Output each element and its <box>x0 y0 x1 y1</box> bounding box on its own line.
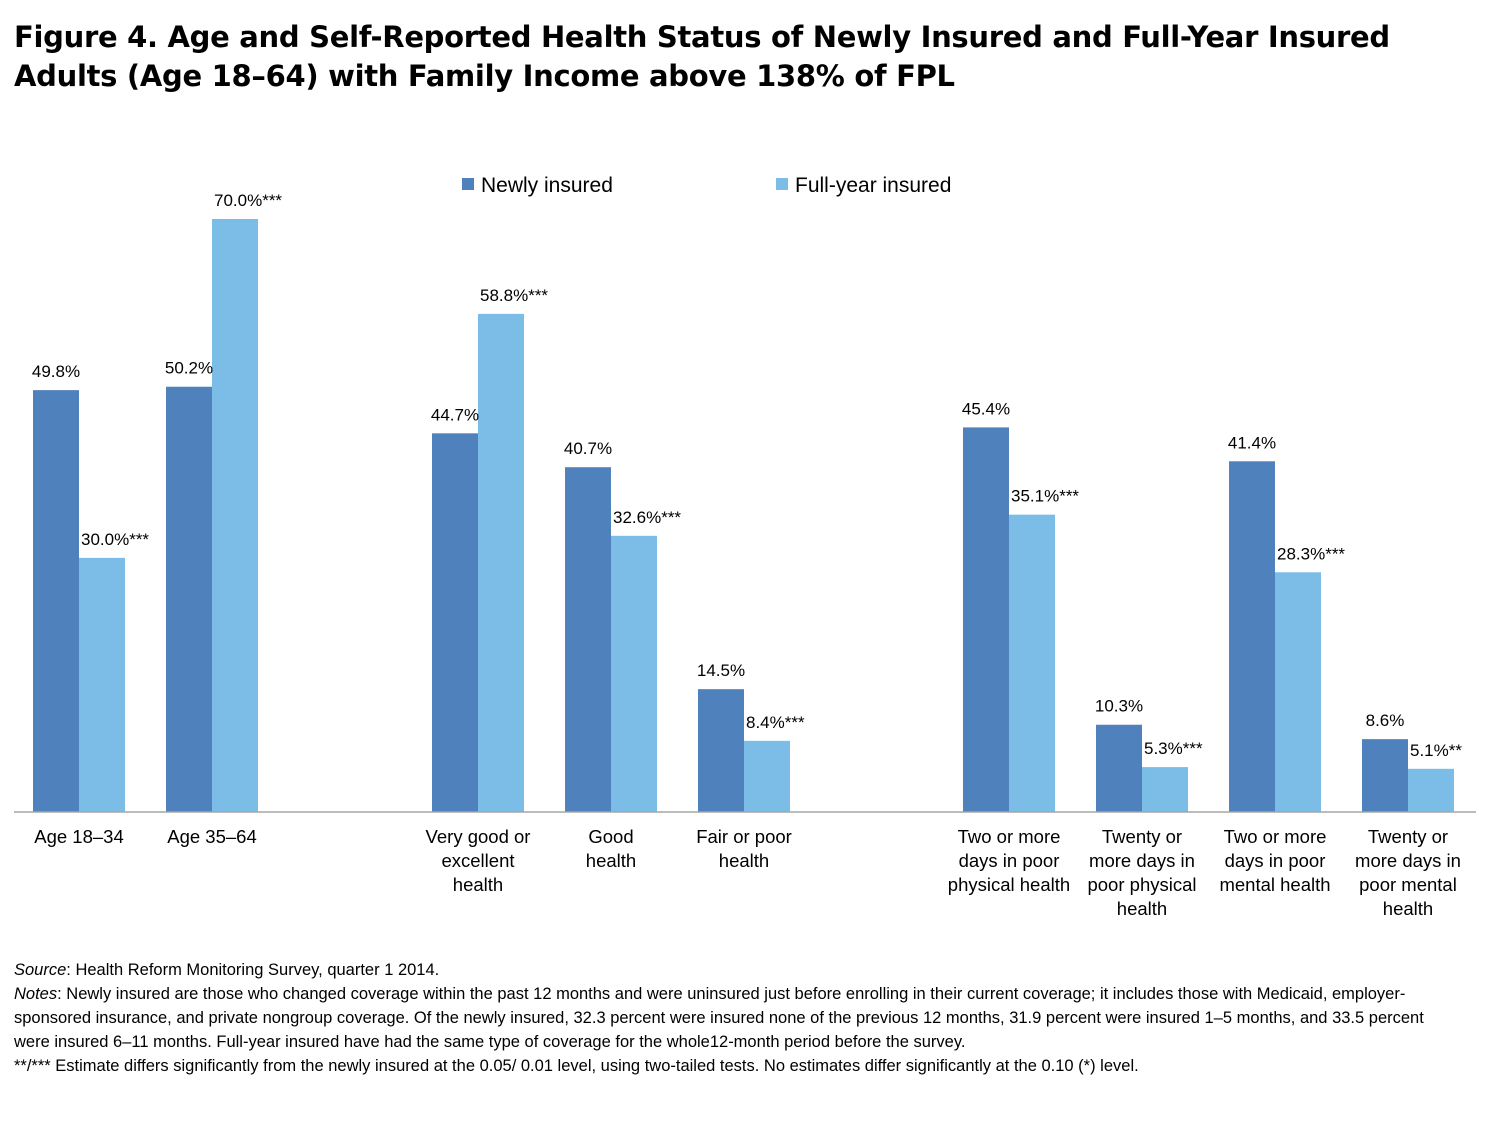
value-label-full-year-insured-5: 35.1%*** <box>1011 487 1079 506</box>
category-label-3-line-1: health <box>586 850 636 871</box>
notes-label: Notes <box>14 985 58 1003</box>
chart-title: Figure 4. Age and Self-Reported Health S… <box>14 20 1390 93</box>
category-label-2-line-2: health <box>453 874 503 895</box>
category-label-8-line-2: poor mental <box>1359 874 1457 895</box>
source-note: Source: Health Reform Monitoring Survey,… <box>14 958 1464 982</box>
bar-chart: Newly insured Full-year insured 49.8% 30.… <box>14 174 1476 919</box>
bar-full-year-insured-3 <box>611 535 657 812</box>
bar-full-year-insured-6 <box>1142 767 1188 812</box>
legend: Newly insured Full-year insured <box>462 174 951 197</box>
category-label-4-line-0: Fair or poor <box>696 826 792 847</box>
bar-newly-insured-0 <box>33 390 79 812</box>
bar-newly-insured-4 <box>698 689 744 812</box>
source-label: Source <box>14 961 67 979</box>
significance-note: **/*** Estimate differs significantly fr… <box>14 1057 1139 1075</box>
category-label-1-line-0: Age 35–64 <box>167 826 257 847</box>
bar-full-year-insured-8 <box>1408 768 1454 812</box>
legend-swatch-full-year-insured <box>776 178 788 190</box>
category-label-6-line-0: Twenty or <box>1102 826 1182 847</box>
category-label-2-line-0: Very good or <box>426 826 531 847</box>
notes-text: : Newly insured are those who changed co… <box>14 985 1424 1051</box>
bar-full-year-insured-4 <box>744 740 790 812</box>
bar-newly-insured-1 <box>166 386 212 812</box>
bars <box>33 219 1454 812</box>
bar-newly-insured-8 <box>1362 739 1408 812</box>
value-label-full-year-insured-6: 5.3%*** <box>1144 739 1203 758</box>
bar-newly-insured-2 <box>432 433 478 812</box>
bar-newly-insured-6 <box>1096 724 1142 812</box>
bar-full-year-insured-0 <box>79 557 125 812</box>
value-label-newly-insured-8: 8.6% <box>1366 711 1405 730</box>
category-labels: Age 18–34 Age 35–64 Very good or excellent h… <box>34 826 1461 919</box>
bar-full-year-insured-5 <box>1009 514 1055 812</box>
bar-full-year-insured-7 <box>1275 572 1321 812</box>
source-text: : Health Reform Monitoring Survey, quart… <box>66 961 440 979</box>
category-label-8-line-1: more days in <box>1355 850 1461 871</box>
category-label-3-line-0: Good <box>588 826 633 847</box>
category-label-0-line-0: Age 18–34 <box>34 826 124 847</box>
value-label-full-year-insured-8: 5.1%** <box>1410 741 1462 760</box>
category-label-7-line-1: days in poor <box>1225 850 1326 871</box>
category-label-5-line-2: physical health <box>948 874 1070 895</box>
value-label-newly-insured-1: 50.2% <box>165 359 213 378</box>
value-label-newly-insured-5: 45.4% <box>962 399 1010 418</box>
legend-swatch-newly-insured <box>462 178 474 190</box>
value-label-newly-insured-7: 41.4% <box>1228 433 1276 452</box>
category-label-2-line-1: excellent <box>441 850 514 871</box>
value-label-full-year-insured-7: 28.3%*** <box>1277 544 1345 563</box>
notes-block: Source: Health Reform Monitoring Survey,… <box>14 958 1464 1078</box>
category-label-8-line-0: Twenty or <box>1368 826 1448 847</box>
value-label-newly-insured-2: 44.7% <box>431 405 479 424</box>
category-label-6-line-1: more days in <box>1089 850 1195 871</box>
legend-label-full-year-insured: Full-year insured <box>795 174 951 197</box>
category-label-5-line-0: Two or more <box>958 826 1061 847</box>
category-label-7-line-2: mental health <box>1219 874 1330 895</box>
value-label-full-year-insured-2: 58.8%*** <box>480 286 548 305</box>
value-label-newly-insured-4: 14.5% <box>697 661 745 680</box>
category-label-4-line-1: health <box>719 850 769 871</box>
category-label-6-line-2: poor physical <box>1087 874 1196 895</box>
category-label-6-line-3: health <box>1117 898 1167 919</box>
bar-full-year-insured-2 <box>478 313 524 812</box>
legend-label-newly-insured: Newly insured <box>481 174 613 197</box>
value-label-full-year-insured-1: 70.0%*** <box>214 191 282 210</box>
value-label-full-year-insured-4: 8.4%*** <box>746 713 805 732</box>
bar-newly-insured-3 <box>565 467 611 812</box>
notes-paragraph: Notes: Newly insured are those who chang… <box>14 982 1464 1054</box>
value-label-newly-insured-6: 10.3% <box>1095 697 1143 716</box>
bar-newly-insured-5 <box>963 427 1009 812</box>
value-label-full-year-insured-3: 32.6%*** <box>613 508 681 527</box>
value-labels: 49.8% 30.0%*** 50.2% 70.0%*** 44.7% 58.8%*** 4… <box>32 191 1462 760</box>
value-label-newly-insured-0: 49.8% <box>32 362 80 381</box>
category-label-7-line-0: Two or more <box>1224 826 1327 847</box>
category-label-8-line-3: health <box>1383 898 1433 919</box>
value-label-full-year-insured-0: 30.0%*** <box>81 530 149 549</box>
value-label-newly-insured-3: 40.7% <box>564 439 612 458</box>
bar-newly-insured-7 <box>1229 461 1275 812</box>
bar-full-year-insured-1 <box>212 219 258 812</box>
category-label-5-line-1: days in poor <box>959 850 1060 871</box>
